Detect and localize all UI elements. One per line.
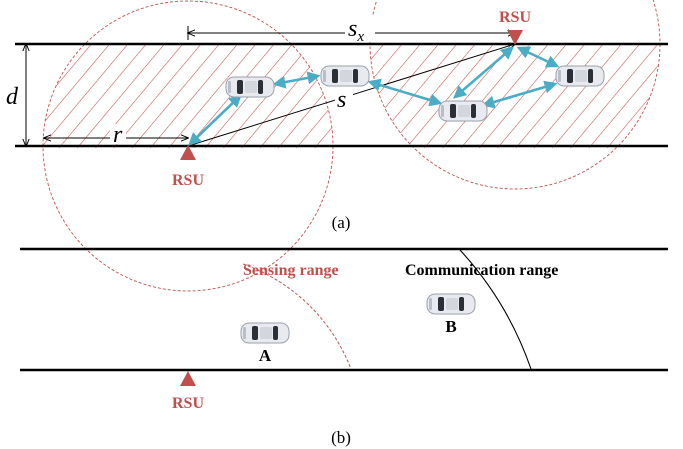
link-rsu-car1 (188, 94, 242, 146)
car-top-view-icon (240, 322, 290, 344)
car-top-view-icon (555, 65, 605, 87)
panel-a: d r sx s RSU RSU (a) (6, 0, 668, 292)
sensing-range-arc (242, 263, 352, 370)
label-s-background (335, 88, 353, 110)
label-sx-main: s (348, 16, 357, 42)
caption-b: (b) (331, 428, 351, 447)
link-rsu-car4 (516, 46, 560, 68)
rsu-left-label: RSU (172, 172, 204, 189)
link-car1-car2 (272, 71, 321, 89)
communication-range-arc (459, 249, 532, 370)
car-top-view-icon (320, 65, 370, 87)
car-top-view-icon (426, 293, 476, 315)
label-r-background (110, 124, 126, 144)
rsu-marker-icon (180, 145, 196, 160)
label-s: s (337, 87, 346, 113)
car-b-label: B (445, 317, 456, 336)
link-car2-car3 (367, 78, 443, 107)
car-top-view-icon (438, 100, 488, 122)
car-a-label: A (259, 346, 272, 365)
rsu-marker-icon (180, 371, 196, 386)
communication-range-label: Communication range (405, 262, 558, 279)
label-r: r (113, 122, 123, 148)
label-d: d (6, 84, 19, 110)
car-top-view-icon (225, 76, 275, 98)
rsu-right-label: RSU (499, 9, 531, 26)
link-car3-car4 (481, 80, 558, 109)
label-sx-sub: x (356, 29, 364, 45)
sensing-range-label: Sensing range (243, 262, 339, 279)
panel-b: Sensing range Communication range A B RS… (20, 247, 668, 447)
label-sx-background (345, 16, 375, 42)
link-car3-rsu (453, 46, 514, 99)
caption-a: (a) (332, 213, 351, 232)
v2x-links (188, 46, 560, 146)
label-sx: sx (348, 16, 364, 45)
rsu-label-b: RSU (172, 395, 204, 412)
rsu-marker-icon (507, 30, 523, 45)
